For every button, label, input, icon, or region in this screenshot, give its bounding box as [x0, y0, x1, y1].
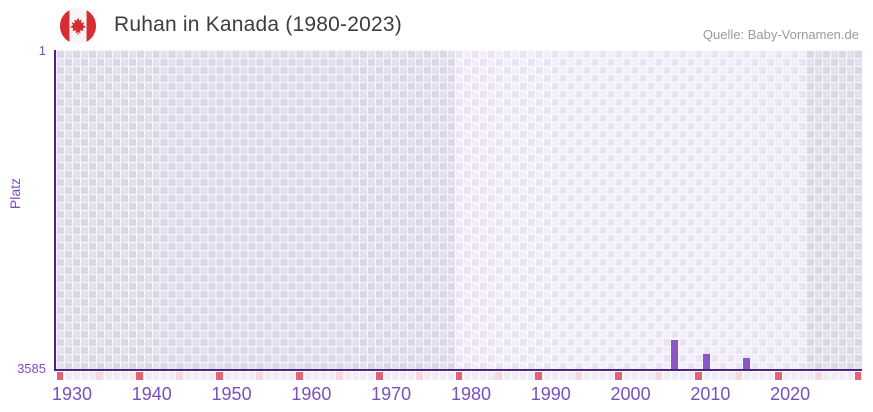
x-tick-1970: 1970 [371, 384, 412, 404]
x-tick-2010: 2010 [690, 384, 731, 404]
axis-mark-1988 [535, 371, 543, 380]
chart-title: Ruhan in Kanada (1980-2023) [114, 13, 402, 36]
axis-mark-2008 [694, 371, 702, 380]
canada-flag-icon [59, 7, 97, 45]
axis-mark-1928 [56, 371, 64, 380]
axis-mark-2023 [814, 371, 822, 380]
x-tick-1930: 1930 [51, 384, 92, 404]
x-axis-marks [56, 371, 862, 380]
x-axis-line [54, 369, 862, 371]
bar-2005[interactable] [670, 340, 678, 370]
x-tick-1960: 1960 [291, 384, 332, 404]
axis-mark-1948 [216, 371, 224, 380]
axis-mark-1933 [96, 371, 104, 380]
y-axis-title: Platz [7, 178, 23, 210]
axis-mark-1998 [615, 371, 623, 380]
axis-mark-1968 [375, 371, 383, 380]
axis-mark-1983 [495, 371, 503, 380]
axis-mark-1938 [136, 371, 144, 380]
axis-mark-2013 [734, 371, 742, 380]
x-tick-1980: 1980 [450, 384, 491, 404]
axis-mark-1993 [575, 371, 583, 380]
axis-mark-1978 [455, 371, 463, 380]
x-tick-2020: 2020 [770, 384, 811, 404]
x-tick-1940: 1940 [131, 384, 172, 404]
axis-mark-1973 [415, 371, 423, 380]
axis-mark-2003 [655, 371, 662, 380]
y-tick-top: 1 [38, 43, 46, 58]
x-tick-1950: 1950 [211, 384, 252, 404]
axis-mark-2028 [854, 371, 862, 380]
source-label: Quelle: Baby-Vornamen.de [702, 27, 859, 42]
x-tick-labels: 1930 1940 1950 1960 1970 1980 1990 2000 2010 2020 [0, 384, 873, 406]
bar-2009[interactable] [702, 354, 710, 370]
y-axis-line [54, 50, 56, 371]
x-tick-1990: 1990 [530, 384, 571, 404]
axis-mark-1953 [256, 371, 263, 380]
axis-mark-1943 [176, 371, 184, 380]
highlight-band [455, 50, 807, 370]
bar-2014[interactable] [742, 357, 750, 370]
plot-area [56, 50, 862, 370]
x-tick-2000: 2000 [610, 384, 651, 404]
axis-mark-2018 [774, 371, 782, 380]
dim-band-left [56, 50, 455, 370]
dim-band-right [806, 50, 862, 370]
y-tick-bottom: 3585 [17, 361, 46, 376]
axis-mark-1958 [295, 371, 303, 380]
axis-mark-1963 [335, 371, 343, 380]
